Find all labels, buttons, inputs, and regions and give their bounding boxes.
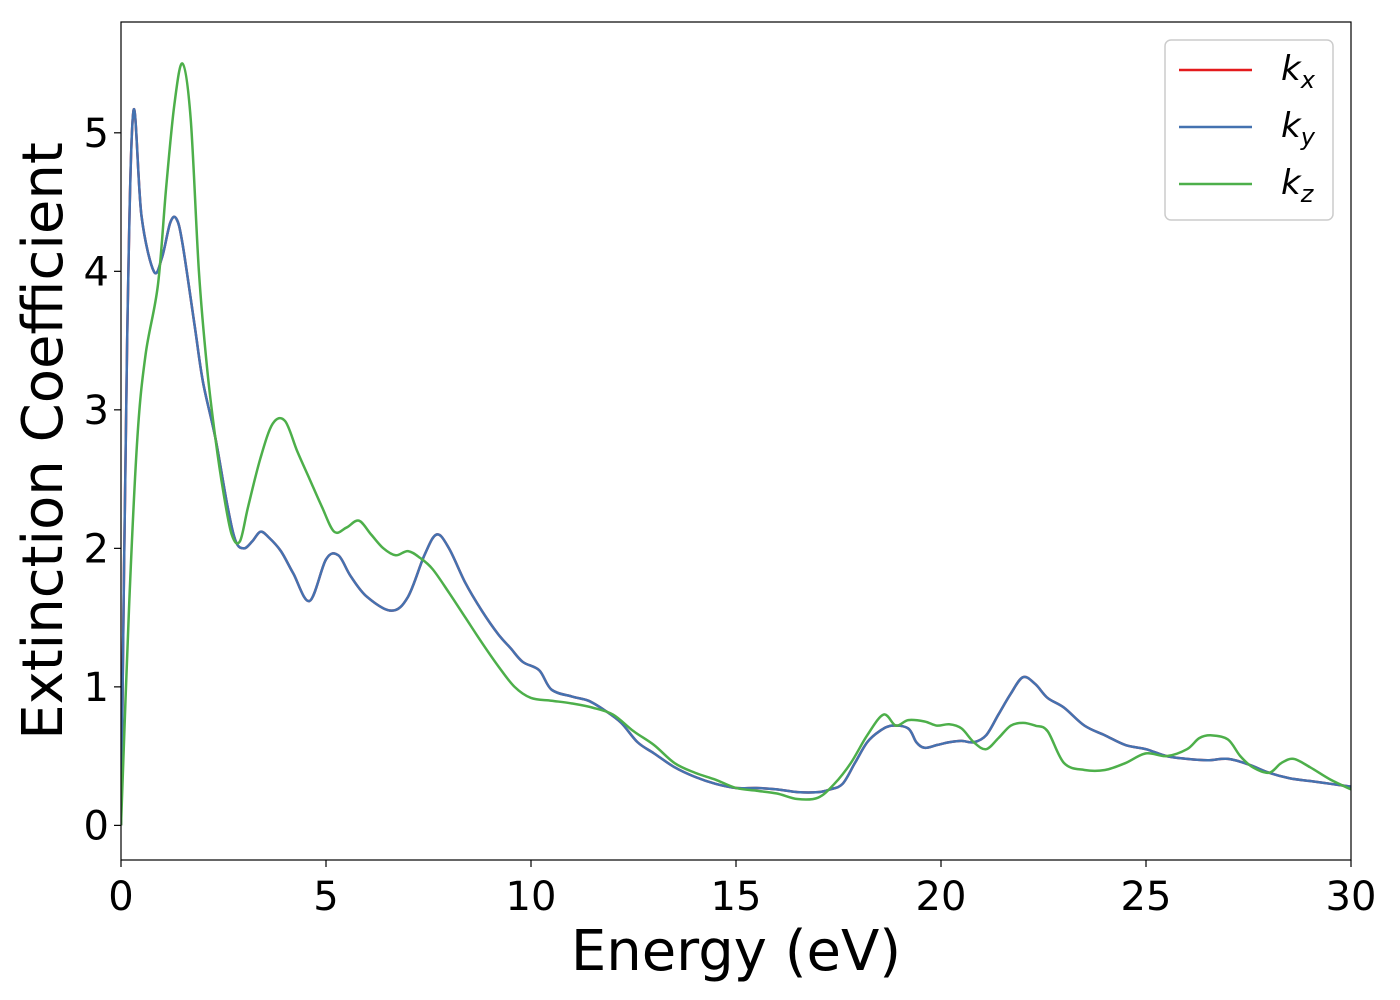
y-tick-label: 0 [84, 803, 109, 849]
x-tick-label: 30 [1326, 874, 1377, 920]
x-tick-label: 15 [711, 874, 762, 920]
legend-label-subscript: y [1300, 123, 1316, 151]
y-tick-label: 4 [84, 249, 109, 295]
x-tick-label: 25 [1121, 874, 1172, 920]
x-tick-label: 20 [916, 874, 967, 920]
y-axis-ticks: 0 1 2 3 4 5 [84, 111, 121, 849]
y-tick-label: 3 [84, 388, 109, 434]
series-line-kz [121, 62, 1351, 826]
legend-label-subscript: z [1300, 180, 1315, 208]
y-tick-label: 2 [84, 526, 109, 572]
y-axis-label: Extinction Coefficient [11, 142, 76, 740]
legend-frame [1164, 39, 1334, 221]
y-tick-label: 5 [84, 111, 109, 157]
legend-label-subscript: x [1300, 66, 1316, 94]
x-tick-label: 5 [313, 874, 338, 920]
x-tick-label: 10 [506, 874, 557, 920]
y-tick-label: 1 [84, 665, 109, 711]
x-axis-label: Energy (eV) [571, 919, 901, 984]
x-tick-label: 0 [108, 874, 133, 920]
series-line-ky [121, 108, 1351, 826]
series-layer [121, 62, 1351, 826]
x-axis-ticks: 0 5 10 15 20 25 30 [108, 860, 1376, 920]
